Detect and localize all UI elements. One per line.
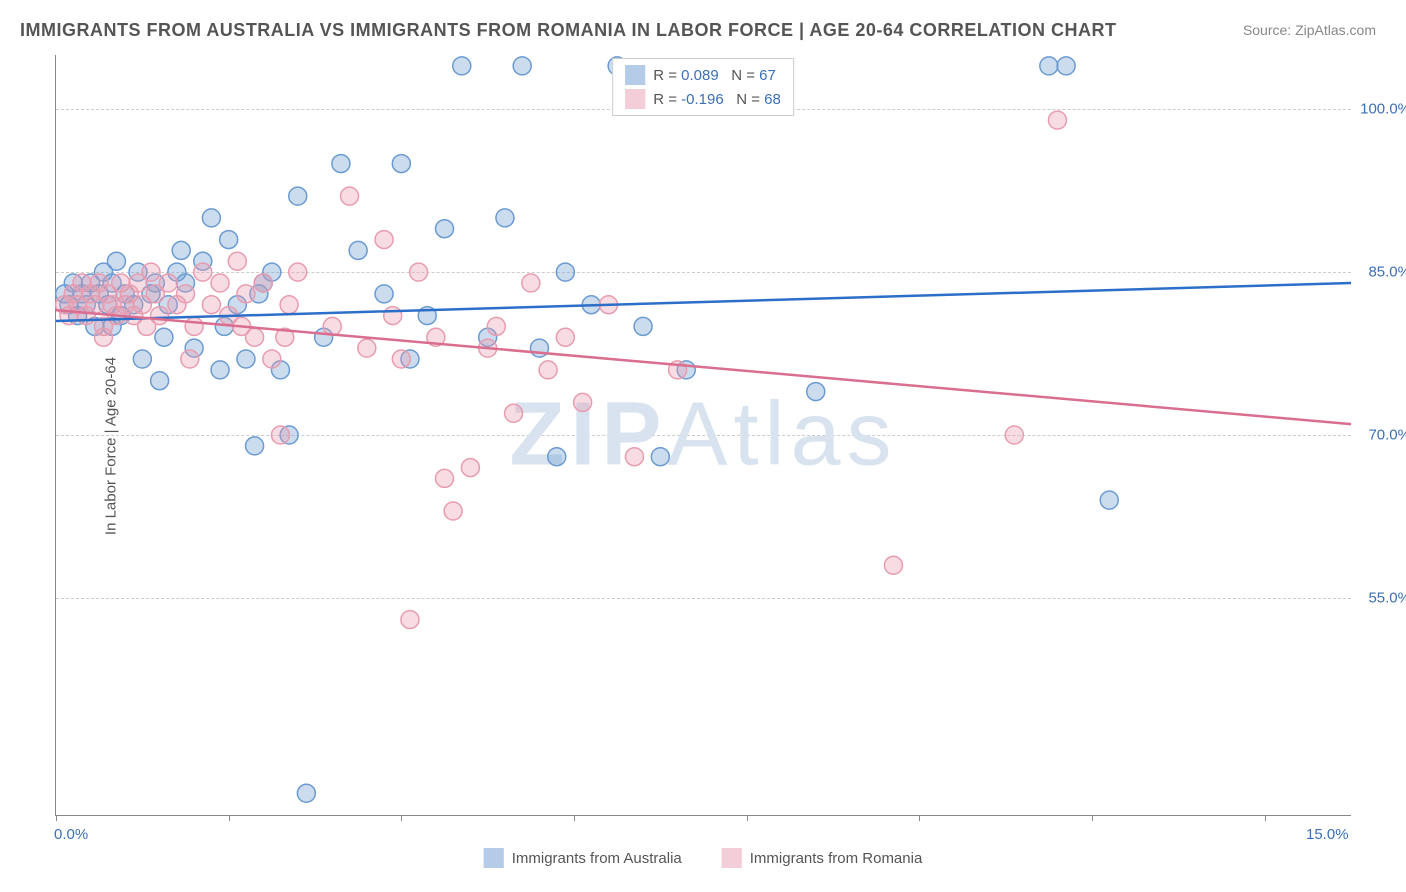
data-point — [410, 263, 428, 281]
data-point — [807, 383, 825, 401]
x-tick — [1265, 815, 1266, 821]
data-point — [349, 241, 367, 259]
x-tick — [229, 815, 230, 821]
data-point — [539, 361, 557, 379]
legend-top-row: R = 0.089 N = 67 — [625, 63, 781, 87]
data-point — [155, 328, 173, 346]
data-point — [375, 285, 393, 303]
data-point — [237, 285, 255, 303]
legend-swatch — [484, 848, 504, 868]
data-point — [151, 372, 169, 390]
x-tick — [1092, 815, 1093, 821]
x-tick — [574, 815, 575, 821]
data-point — [884, 556, 902, 574]
x-tick — [401, 815, 402, 821]
y-tick-label: 100.0% — [1360, 101, 1406, 118]
data-point — [271, 426, 289, 444]
data-point — [177, 285, 195, 303]
data-point — [392, 350, 410, 368]
data-point — [513, 57, 531, 75]
data-point — [237, 350, 255, 368]
data-point — [1100, 491, 1118, 509]
legend-bottom-item: Immigrants from Australia — [484, 848, 682, 868]
data-point — [651, 448, 669, 466]
source-attribution: Source: ZipAtlas.com — [1243, 22, 1376, 38]
data-point — [220, 231, 238, 249]
chart-plot-area: ZIPAtlas 55.0%70.0%85.0%100.0%0.0%15.0% — [55, 55, 1351, 816]
data-point — [1040, 57, 1058, 75]
data-point — [246, 437, 264, 455]
data-point — [138, 317, 156, 335]
data-point — [1005, 426, 1023, 444]
data-point — [159, 274, 177, 292]
data-point — [574, 393, 592, 411]
data-point — [375, 231, 393, 249]
data-point — [1048, 111, 1066, 129]
data-point — [289, 187, 307, 205]
data-point — [297, 784, 315, 802]
legend-series-label: Immigrants from Australia — [512, 850, 682, 867]
data-point — [444, 502, 462, 520]
data-point — [194, 263, 212, 281]
x-tick — [919, 815, 920, 821]
data-point — [185, 317, 203, 335]
x-tick — [56, 815, 57, 821]
correlation-legend: R = 0.089 N = 67 R = -0.196 N = 68 — [612, 58, 794, 116]
data-point — [436, 220, 454, 238]
x-tick — [747, 815, 748, 821]
data-point — [202, 209, 220, 227]
legend-stat-text: R = -0.196 N = 68 — [653, 91, 781, 108]
data-point — [181, 350, 199, 368]
data-point — [211, 274, 229, 292]
data-point — [436, 469, 454, 487]
data-point — [487, 317, 505, 335]
data-point — [522, 274, 540, 292]
data-point — [280, 296, 298, 314]
data-point — [634, 317, 652, 335]
data-point — [133, 350, 151, 368]
chart-title: IMMIGRANTS FROM AUSTRALIA VS IMMIGRANTS … — [20, 20, 1117, 41]
data-point — [142, 263, 160, 281]
data-point — [263, 350, 281, 368]
legend-swatch — [625, 65, 645, 85]
scatter-svg — [56, 55, 1351, 815]
data-point — [358, 339, 376, 357]
y-tick-label: 55.0% — [1368, 589, 1406, 606]
y-tick-label: 70.0% — [1368, 427, 1406, 444]
legend-swatch — [722, 848, 742, 868]
legend-swatch — [625, 89, 645, 109]
data-point — [548, 448, 566, 466]
data-point — [254, 274, 272, 292]
data-point — [505, 404, 523, 422]
data-point — [384, 307, 402, 325]
data-point — [496, 209, 514, 227]
data-point — [453, 57, 471, 75]
data-point — [202, 296, 220, 314]
data-point — [1057, 57, 1075, 75]
data-point — [289, 263, 307, 281]
legend-series-label: Immigrants from Romania — [750, 850, 923, 867]
y-tick-label: 85.0% — [1368, 264, 1406, 281]
data-point — [341, 187, 359, 205]
data-point — [461, 459, 479, 477]
data-point — [211, 361, 229, 379]
data-point — [625, 448, 643, 466]
x-tick-label: 15.0% — [1306, 826, 1349, 843]
series-legend: Immigrants from Australia Immigrants from… — [484, 848, 923, 868]
data-point — [556, 328, 574, 346]
legend-top-row: R = -0.196 N = 68 — [625, 87, 781, 111]
data-point — [94, 328, 112, 346]
data-point — [392, 155, 410, 173]
data-point — [401, 611, 419, 629]
data-point — [332, 155, 350, 173]
data-point — [556, 263, 574, 281]
data-point — [172, 241, 190, 259]
data-point — [228, 252, 246, 270]
x-tick-label: 0.0% — [54, 826, 88, 843]
legend-bottom-item: Immigrants from Romania — [722, 848, 923, 868]
legend-stat-text: R = 0.089 N = 67 — [653, 67, 776, 84]
data-point — [107, 252, 125, 270]
